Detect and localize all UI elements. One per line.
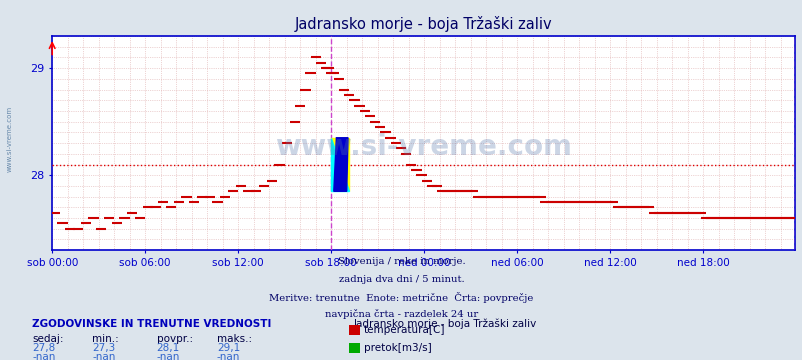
Text: Jadransko morje - boja Tržaški zaliv: Jadransko morje - boja Tržaški zaliv bbox=[353, 319, 536, 329]
Text: Slovenija / reke in morje.: Slovenija / reke in morje. bbox=[338, 257, 464, 266]
Text: povpr.:: povpr.: bbox=[156, 334, 192, 344]
Polygon shape bbox=[330, 138, 349, 191]
Title: Jadransko morje - boja Tržaški zaliv: Jadransko morje - boja Tržaški zaliv bbox=[294, 16, 552, 32]
Text: Meritve: trenutne  Enote: metrične  Črta: povprečje: Meritve: trenutne Enote: metrične Črta: … bbox=[269, 292, 533, 303]
Polygon shape bbox=[334, 138, 347, 191]
Text: ZGODOVINSKE IN TRENUTNE VREDNOSTI: ZGODOVINSKE IN TRENUTNE VREDNOSTI bbox=[32, 319, 271, 329]
Text: www.si-vreme.com: www.si-vreme.com bbox=[6, 105, 13, 172]
Text: -nan: -nan bbox=[32, 352, 55, 360]
Text: 28,1: 28,1 bbox=[156, 343, 180, 353]
Text: www.si-vreme.com: www.si-vreme.com bbox=[275, 134, 571, 161]
Text: maks.:: maks.: bbox=[217, 334, 252, 344]
Text: 29,1: 29,1 bbox=[217, 343, 240, 353]
Text: temperatura[C]: temperatura[C] bbox=[363, 325, 444, 336]
Text: navpična črta - razdelek 24 ur: navpična črta - razdelek 24 ur bbox=[325, 309, 477, 319]
Text: -nan: -nan bbox=[156, 352, 180, 360]
Text: sedaj:: sedaj: bbox=[32, 334, 63, 344]
Text: 27,8: 27,8 bbox=[32, 343, 55, 353]
Text: -nan: -nan bbox=[217, 352, 240, 360]
Text: pretok[m3/s]: pretok[m3/s] bbox=[363, 343, 431, 354]
Text: zadnja dva dni / 5 minut.: zadnja dva dni / 5 minut. bbox=[338, 275, 464, 284]
Text: 27,3: 27,3 bbox=[92, 343, 115, 353]
Text: min.:: min.: bbox=[92, 334, 119, 344]
Polygon shape bbox=[330, 138, 349, 191]
Text: -nan: -nan bbox=[92, 352, 115, 360]
